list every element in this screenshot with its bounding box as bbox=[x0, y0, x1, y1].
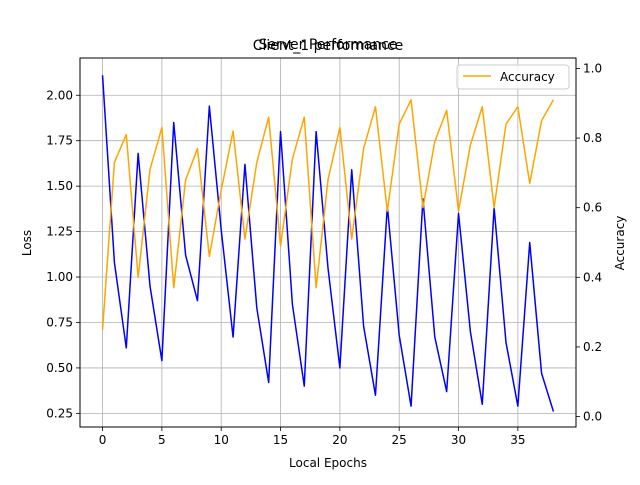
x-tick-label: 5 bbox=[158, 433, 166, 447]
y-tick-label-left: 0.25 bbox=[46, 406, 73, 420]
y-tick-label-right: 0.8 bbox=[583, 131, 602, 145]
plot-frame bbox=[79, 57, 577, 428]
x-tick-label: 35 bbox=[510, 433, 525, 447]
y-axis-label-left: Loss bbox=[20, 230, 34, 256]
y-tick-label-left: 0.75 bbox=[46, 315, 73, 329]
tick-layer: 0 5 10 15 20 25 30 35 0.25 0.50 0.75 1.00 1.25 1.50 1.… bbox=[46, 61, 602, 447]
chart-title-back: Server Performance bbox=[258, 37, 397, 53]
y-tick-label-left: 2.00 bbox=[46, 88, 73, 102]
y-tick-label-right: 0.4 bbox=[583, 270, 602, 284]
y-tick-label-left: 0.50 bbox=[46, 361, 73, 375]
y-tick-label-left: 1.75 bbox=[46, 134, 73, 148]
plot-area bbox=[80, 58, 576, 427]
y-tick-label-left: 1.25 bbox=[46, 225, 73, 239]
x-tick-label: 25 bbox=[392, 433, 407, 447]
y-tick-label-right: 0.6 bbox=[583, 201, 602, 215]
x-tick-label: 30 bbox=[451, 433, 466, 447]
loss-series-line bbox=[101, 75, 555, 412]
legend-box bbox=[456, 64, 570, 90]
y-tick-label-right: 0.2 bbox=[583, 340, 602, 354]
y-tick-label-right: 0.0 bbox=[583, 410, 602, 424]
y-tick-label-left: 1.50 bbox=[46, 179, 73, 193]
series-layer bbox=[101, 75, 555, 412]
legend-label-accuracy: Accuracy bbox=[500, 70, 555, 84]
accuracy-series-line bbox=[101, 99, 555, 330]
chart-title-front: Client_1 performance bbox=[253, 38, 404, 54]
y-tick-label-left: 1.00 bbox=[46, 270, 73, 284]
legend: Accuracy bbox=[456, 64, 570, 90]
x-tick-label: 20 bbox=[332, 433, 347, 447]
x-axis-label: Local Epochs bbox=[289, 456, 367, 470]
x-tick-label: 15 bbox=[273, 433, 288, 447]
y-tick-label-right: 1.0 bbox=[583, 61, 602, 75]
x-tick-label: 10 bbox=[214, 433, 229, 447]
y-axis-label-right: Accuracy bbox=[613, 216, 627, 271]
x-tick-label: 0 bbox=[99, 433, 107, 447]
